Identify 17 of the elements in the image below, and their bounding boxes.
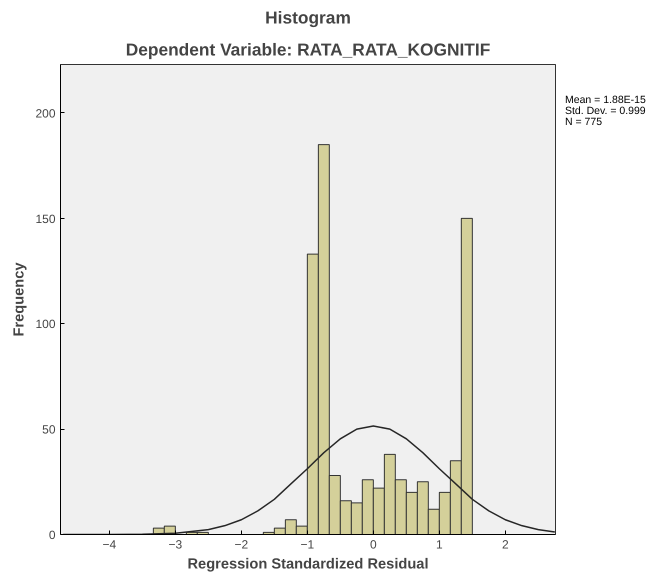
- x-tick-label: 0: [370, 538, 378, 552]
- chart-title: Histogram: [265, 8, 351, 28]
- y-tick-label: 100: [35, 317, 56, 332]
- y-tick-label: 50: [42, 422, 56, 437]
- chart-subtitle: Dependent Variable: RATA_RATA_KOGNITIF: [126, 40, 490, 60]
- y-axis-title: Frequency: [11, 262, 28, 337]
- text: Mean = 1.88E-15 Std. Dev. = 0.999 N = 775: [565, 94, 646, 128]
- x-tick-label: −3: [168, 538, 183, 552]
- x-tick-label: 2: [502, 538, 510, 552]
- y-tick-label: 150: [35, 212, 56, 226]
- x-tick-label: −1: [300, 538, 315, 552]
- x-tick-label: −2: [234, 538, 249, 552]
- x-axis-title: Regression Standardized Residual: [187, 556, 429, 572]
- y-tick-label: 200: [35, 106, 56, 120]
- x-tick-label: −4: [102, 538, 117, 552]
- y-tick-label: 0: [48, 528, 56, 542]
- x-tick-label: 1: [436, 538, 444, 552]
